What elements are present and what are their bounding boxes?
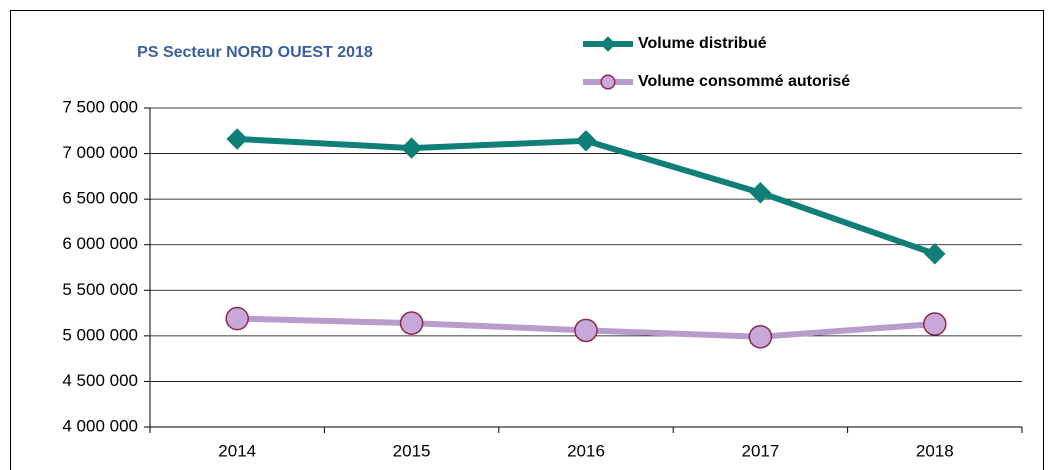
x-tick-label: 2018 xyxy=(916,441,954,460)
x-tick-label: 2016 xyxy=(567,441,605,460)
legend-label: Volume consommé autorisé xyxy=(638,73,850,90)
data-point xyxy=(399,311,424,335)
data-point xyxy=(400,137,423,159)
data-point xyxy=(924,243,946,265)
legend-label: Volume distribué xyxy=(638,35,767,52)
y-tick-label: 5 500 000 xyxy=(62,280,138,299)
chart-frame xyxy=(10,10,1044,470)
data-point xyxy=(226,128,248,150)
data-point xyxy=(225,306,249,331)
legend-marker xyxy=(600,36,616,52)
x-tick-label: 2017 xyxy=(741,441,779,460)
x-tick-label: 2014 xyxy=(218,441,256,460)
legend-marker xyxy=(600,74,616,90)
y-tick-label: 6 000 000 xyxy=(62,234,138,253)
x-tick-label: 2015 xyxy=(393,441,431,460)
y-tick-label: 5 000 000 xyxy=(62,325,138,344)
data-point xyxy=(575,130,597,152)
y-tick-label: 4 500 000 xyxy=(62,371,138,390)
data-point xyxy=(923,312,947,336)
y-tick-label: 6 500 000 xyxy=(62,189,138,208)
data-point xyxy=(749,182,772,204)
y-tick-label: 4 000 000 xyxy=(62,416,138,435)
chart-title: PS Secteur NORD OUEST 2018 xyxy=(137,44,373,61)
data-point xyxy=(574,318,598,343)
data-point xyxy=(748,324,773,349)
y-tick-label: 7 000 000 xyxy=(62,143,138,162)
y-tick-label: 7 500 000 xyxy=(62,97,138,116)
